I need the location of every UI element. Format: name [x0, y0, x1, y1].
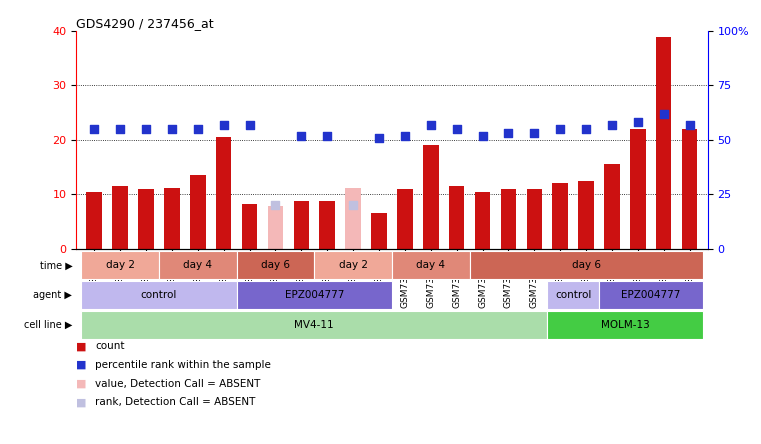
Point: [140, 126, 152, 133]
Point: [606, 121, 618, 128]
Bar: [237, 251, 314, 279]
Text: count: count: [95, 341, 125, 352]
Text: day 6: day 6: [261, 260, 290, 270]
Text: agent ▶: agent ▶: [33, 290, 72, 300]
Point: [425, 121, 437, 128]
Bar: [294, 201, 309, 249]
Text: EPZ004777: EPZ004777: [621, 290, 680, 300]
Point: [476, 132, 489, 139]
Bar: [475, 191, 490, 249]
Bar: [242, 204, 257, 249]
Bar: [314, 251, 392, 279]
Text: day 2: day 2: [339, 260, 368, 270]
Bar: [604, 164, 619, 249]
Bar: [81, 281, 237, 309]
Text: GDS4290 / 237456_at: GDS4290 / 237456_at: [76, 17, 214, 30]
Bar: [81, 311, 547, 339]
Point: [399, 132, 411, 139]
Bar: [501, 189, 516, 249]
Bar: [449, 186, 464, 249]
Bar: [159, 251, 237, 279]
Text: control: control: [141, 290, 177, 300]
Point: [502, 130, 514, 137]
Text: MV4-11: MV4-11: [295, 320, 334, 330]
Text: ■: ■: [76, 397, 87, 408]
Text: cell line ▶: cell line ▶: [24, 320, 72, 330]
Bar: [527, 189, 542, 249]
Text: day 6: day 6: [572, 260, 600, 270]
Bar: [268, 206, 283, 249]
Point: [554, 126, 566, 133]
Point: [88, 126, 100, 133]
Point: [658, 110, 670, 117]
Point: [528, 130, 540, 137]
Bar: [630, 129, 645, 249]
Point: [321, 132, 333, 139]
Text: value, Detection Call = ABSENT: value, Detection Call = ABSENT: [95, 379, 260, 389]
Point: [683, 121, 696, 128]
Bar: [216, 137, 231, 249]
Bar: [552, 183, 568, 249]
Text: day 4: day 4: [416, 260, 445, 270]
Point: [373, 134, 385, 141]
Bar: [682, 129, 697, 249]
Text: EPZ004777: EPZ004777: [285, 290, 344, 300]
Bar: [547, 311, 702, 339]
Bar: [81, 251, 159, 279]
Point: [632, 119, 644, 126]
Point: [295, 132, 307, 139]
Point: [114, 126, 126, 133]
Point: [580, 126, 592, 133]
Text: MOLM-13: MOLM-13: [600, 320, 649, 330]
Text: ■: ■: [76, 341, 87, 352]
Bar: [470, 251, 702, 279]
Point: [347, 202, 359, 209]
Bar: [397, 189, 412, 249]
Bar: [139, 189, 154, 249]
Bar: [578, 181, 594, 249]
Text: control: control: [555, 290, 591, 300]
Bar: [423, 145, 438, 249]
Bar: [656, 36, 671, 249]
Text: day 2: day 2: [106, 260, 135, 270]
Point: [269, 202, 282, 209]
Text: ■: ■: [76, 379, 87, 389]
Text: day 4: day 4: [183, 260, 212, 270]
Bar: [547, 281, 599, 309]
Point: [192, 126, 204, 133]
Bar: [599, 281, 702, 309]
Bar: [113, 186, 128, 249]
Bar: [320, 201, 335, 249]
Bar: [371, 213, 387, 249]
Point: [451, 126, 463, 133]
Bar: [190, 175, 205, 249]
Text: ■: ■: [76, 360, 87, 370]
Point: [166, 126, 178, 133]
Bar: [164, 188, 180, 249]
Point: [244, 121, 256, 128]
Bar: [237, 281, 392, 309]
Bar: [392, 251, 470, 279]
Text: percentile rank within the sample: percentile rank within the sample: [95, 360, 271, 370]
Bar: [345, 188, 361, 249]
Bar: [87, 191, 102, 249]
Text: time ▶: time ▶: [40, 260, 72, 270]
Point: [218, 121, 230, 128]
Text: rank, Detection Call = ABSENT: rank, Detection Call = ABSENT: [95, 397, 256, 408]
